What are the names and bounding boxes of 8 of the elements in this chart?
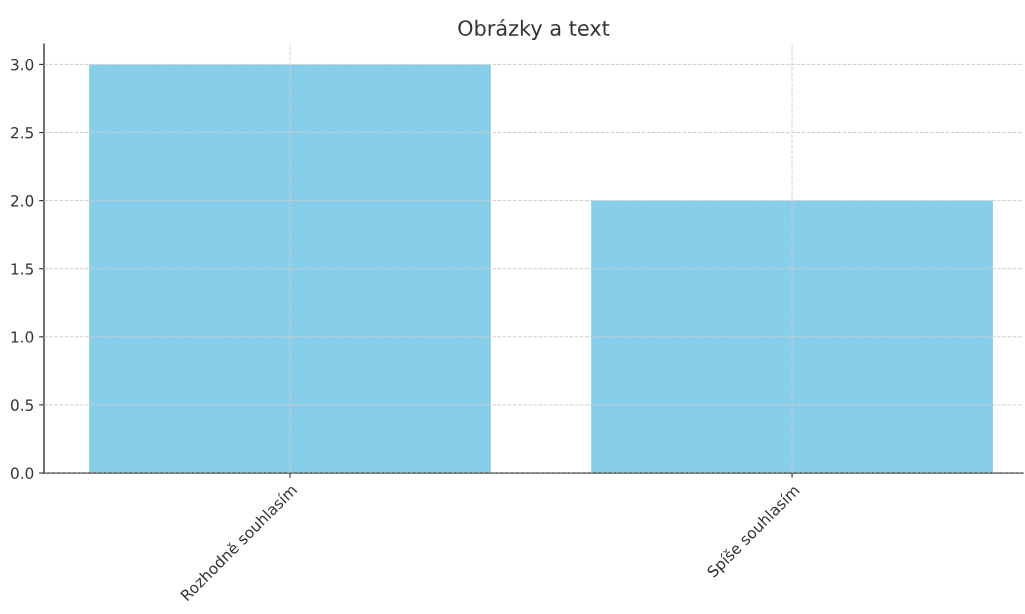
y-tick-label: 2.5 bbox=[11, 126, 33, 139]
y-tick-label: 3.0 bbox=[11, 58, 34, 71]
y-tick-label: 1.5 bbox=[11, 263, 33, 275]
y-tick-label: 0.5 bbox=[10, 399, 33, 411]
y-tick-label: 2.0 bbox=[11, 195, 34, 207]
y-tick-label: 0.0 bbox=[10, 467, 34, 480]
chart-title: Obrázky a text bbox=[458, 19, 610, 40]
y-tick-label: 1.0 bbox=[11, 331, 34, 343]
